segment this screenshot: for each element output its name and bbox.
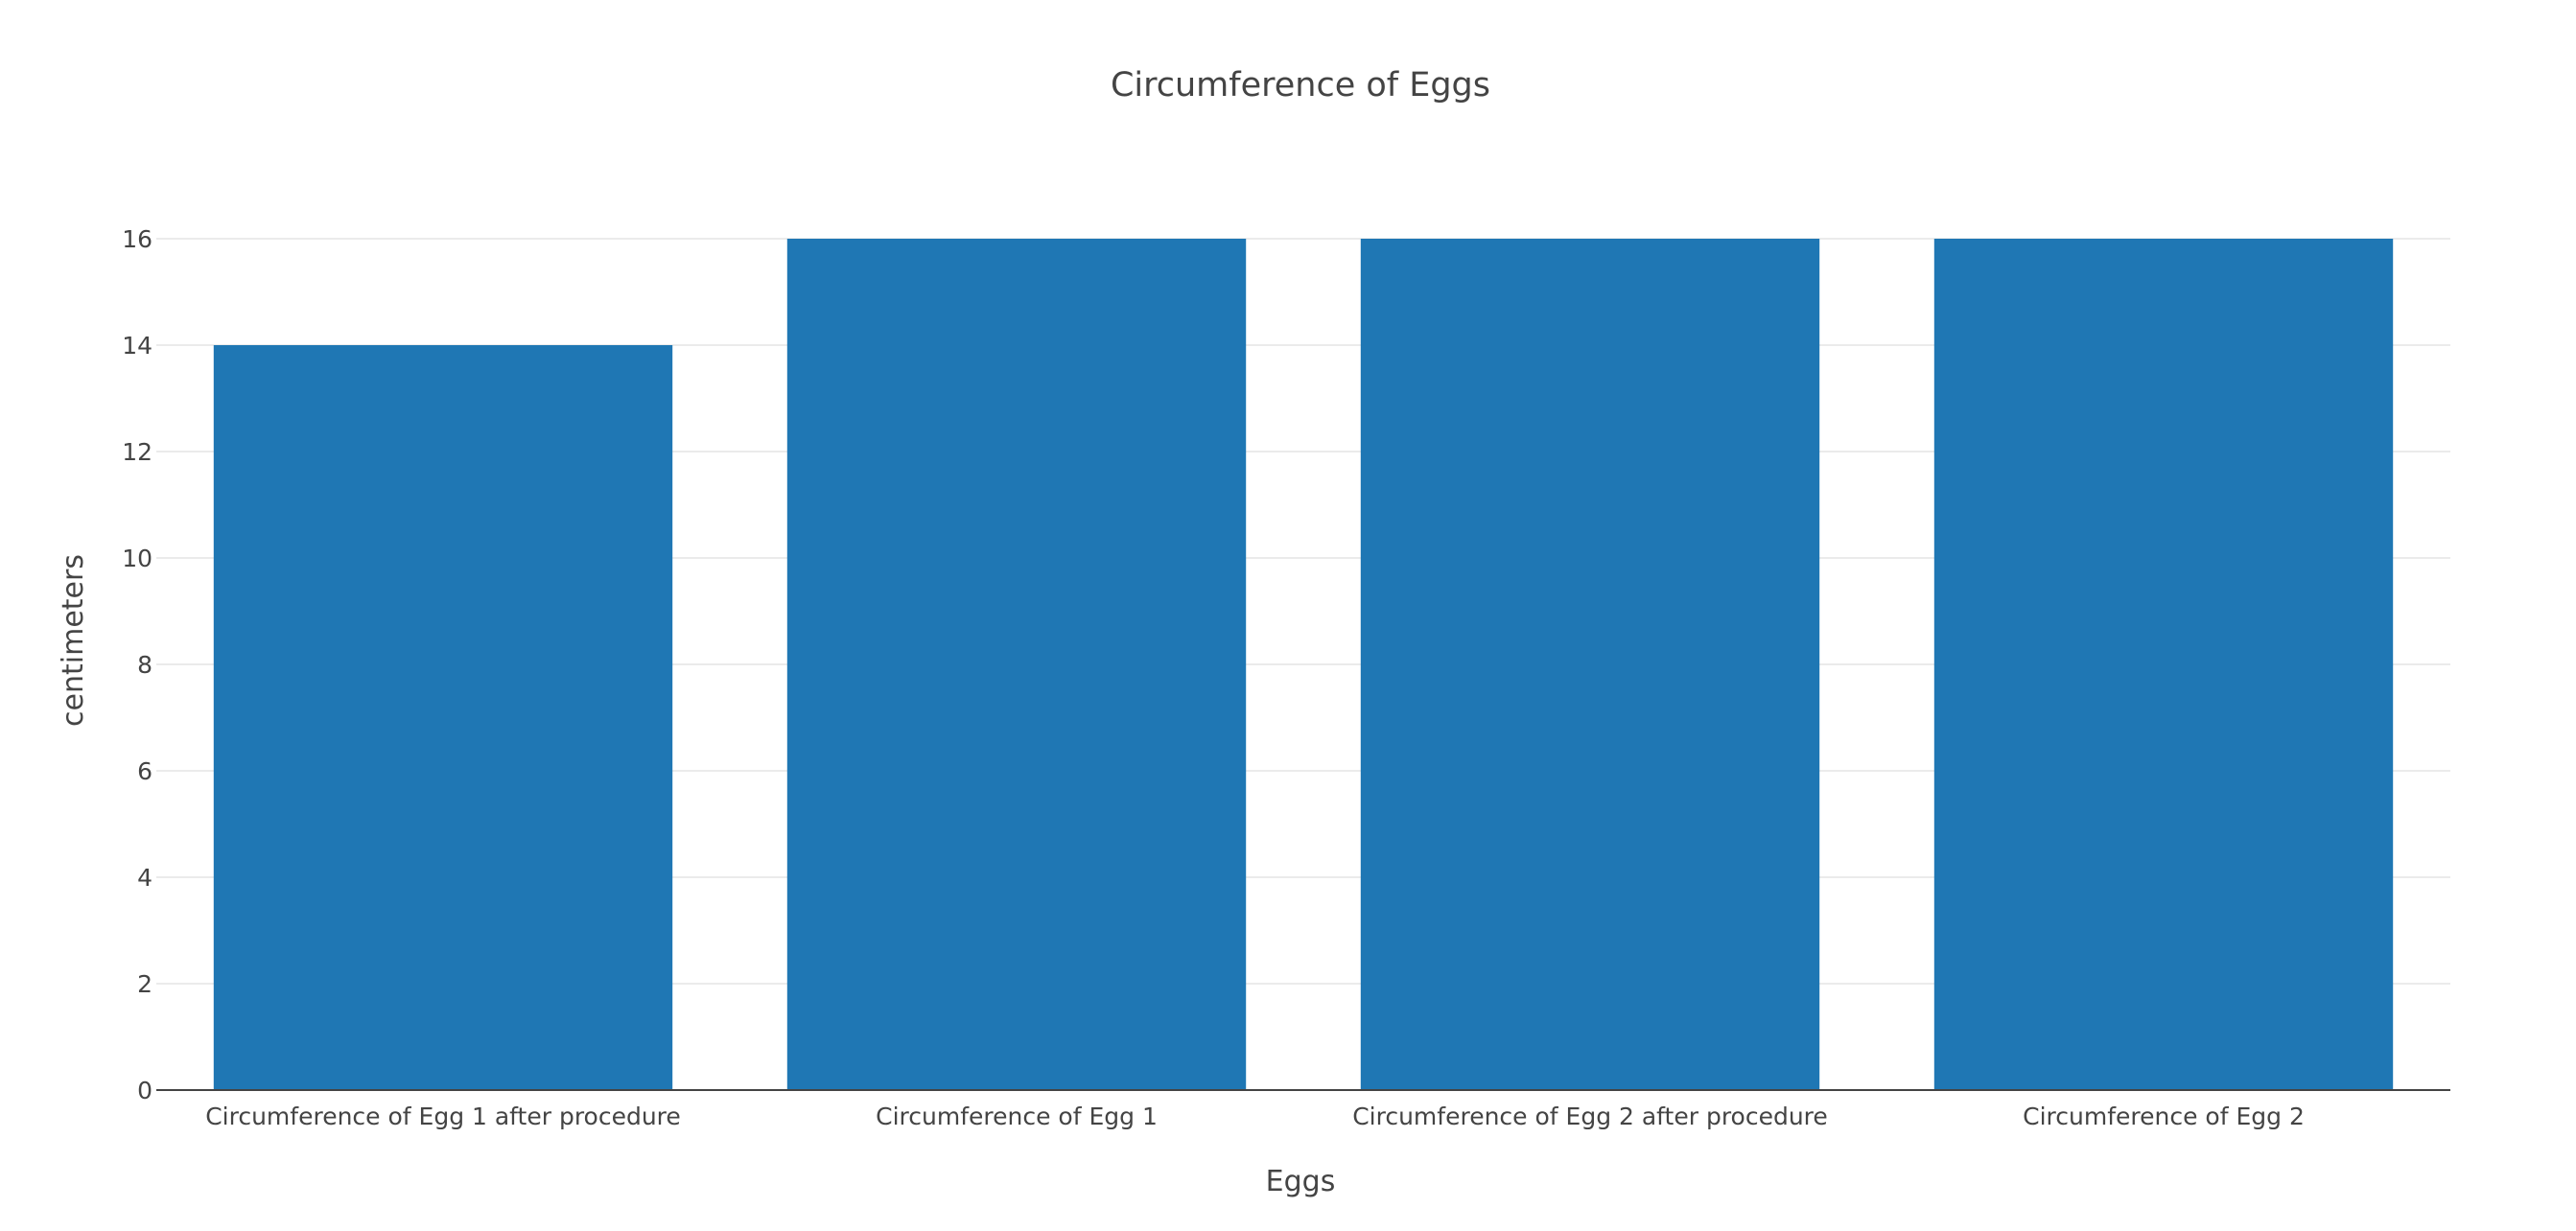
y-tick-label: 12 bbox=[122, 438, 152, 466]
axes: 0 2 4 6 8 10 12 14 16 Circumference of Egg 1 afte… bbox=[122, 225, 2450, 1130]
x-axis-title: Eggs bbox=[1266, 1165, 1336, 1198]
chart-title: Circumference of Eggs bbox=[1111, 66, 1490, 105]
bar[interactable] bbox=[1360, 239, 1820, 1090]
y-tick-label: 6 bbox=[137, 757, 152, 785]
y-tick-label: 4 bbox=[137, 864, 152, 892]
x-tick-label: Circumference of Egg 1 bbox=[876, 1103, 1158, 1130]
y-axis-title: centimeters bbox=[57, 554, 90, 727]
bar[interactable] bbox=[786, 239, 1247, 1090]
y-tick-label: 2 bbox=[137, 970, 152, 998]
x-tick-label: Circumference of Egg 2 bbox=[2023, 1103, 2305, 1130]
bars bbox=[213, 239, 2394, 1090]
y-tick-label: 8 bbox=[137, 651, 152, 679]
x-tick-label: Circumference of Egg 2 after procedure bbox=[1352, 1103, 1828, 1130]
bar[interactable] bbox=[1933, 239, 2394, 1090]
x-tick-label: Circumference of Egg 1 after procedure bbox=[205, 1103, 681, 1130]
y-tick-label: 0 bbox=[137, 1077, 152, 1104]
y-tick-label: 16 bbox=[122, 225, 152, 253]
y-tick-label: 10 bbox=[122, 545, 152, 572]
bar[interactable] bbox=[213, 345, 673, 1090]
y-tick-label: 14 bbox=[122, 332, 152, 360]
